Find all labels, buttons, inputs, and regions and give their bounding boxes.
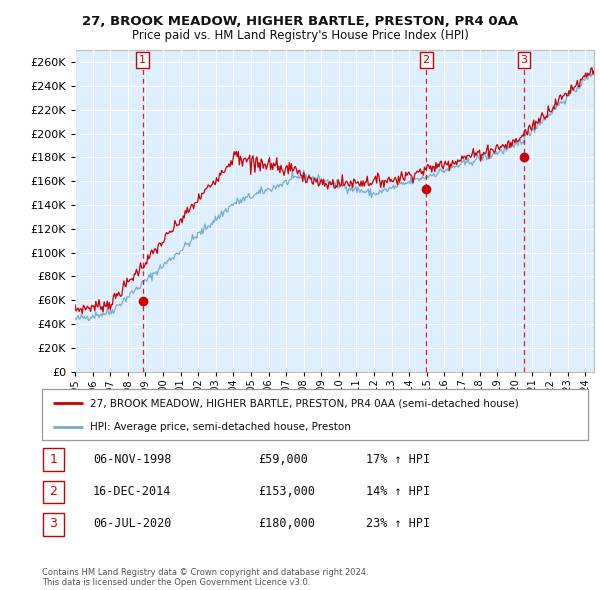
Text: 3: 3 bbox=[520, 55, 527, 65]
Text: 1: 1 bbox=[139, 55, 146, 65]
Text: £59,000: £59,000 bbox=[258, 453, 308, 466]
Text: Contains HM Land Registry data © Crown copyright and database right 2024.
This d: Contains HM Land Registry data © Crown c… bbox=[42, 568, 368, 587]
Text: 23% ↑ HPI: 23% ↑ HPI bbox=[366, 517, 430, 530]
Text: £153,000: £153,000 bbox=[258, 485, 315, 498]
Text: HPI: Average price, semi-detached house, Preston: HPI: Average price, semi-detached house,… bbox=[90, 422, 351, 432]
Text: 17% ↑ HPI: 17% ↑ HPI bbox=[366, 453, 430, 466]
Text: 16-DEC-2014: 16-DEC-2014 bbox=[93, 485, 172, 498]
Text: 06-JUL-2020: 06-JUL-2020 bbox=[93, 517, 172, 530]
Text: 06-NOV-1998: 06-NOV-1998 bbox=[93, 453, 172, 466]
Text: Price paid vs. HM Land Registry's House Price Index (HPI): Price paid vs. HM Land Registry's House … bbox=[131, 30, 469, 42]
Text: 2: 2 bbox=[422, 55, 430, 65]
Text: 3: 3 bbox=[49, 517, 58, 530]
Text: 27, BROOK MEADOW, HIGHER BARTLE, PRESTON, PR4 0AA (semi-detached house): 27, BROOK MEADOW, HIGHER BARTLE, PRESTON… bbox=[90, 398, 519, 408]
Text: 2: 2 bbox=[49, 485, 58, 498]
Text: 1: 1 bbox=[49, 453, 58, 466]
Text: 27, BROOK MEADOW, HIGHER BARTLE, PRESTON, PR4 0AA: 27, BROOK MEADOW, HIGHER BARTLE, PRESTON… bbox=[82, 15, 518, 28]
Text: 14% ↑ HPI: 14% ↑ HPI bbox=[366, 485, 430, 498]
Text: £180,000: £180,000 bbox=[258, 517, 315, 530]
